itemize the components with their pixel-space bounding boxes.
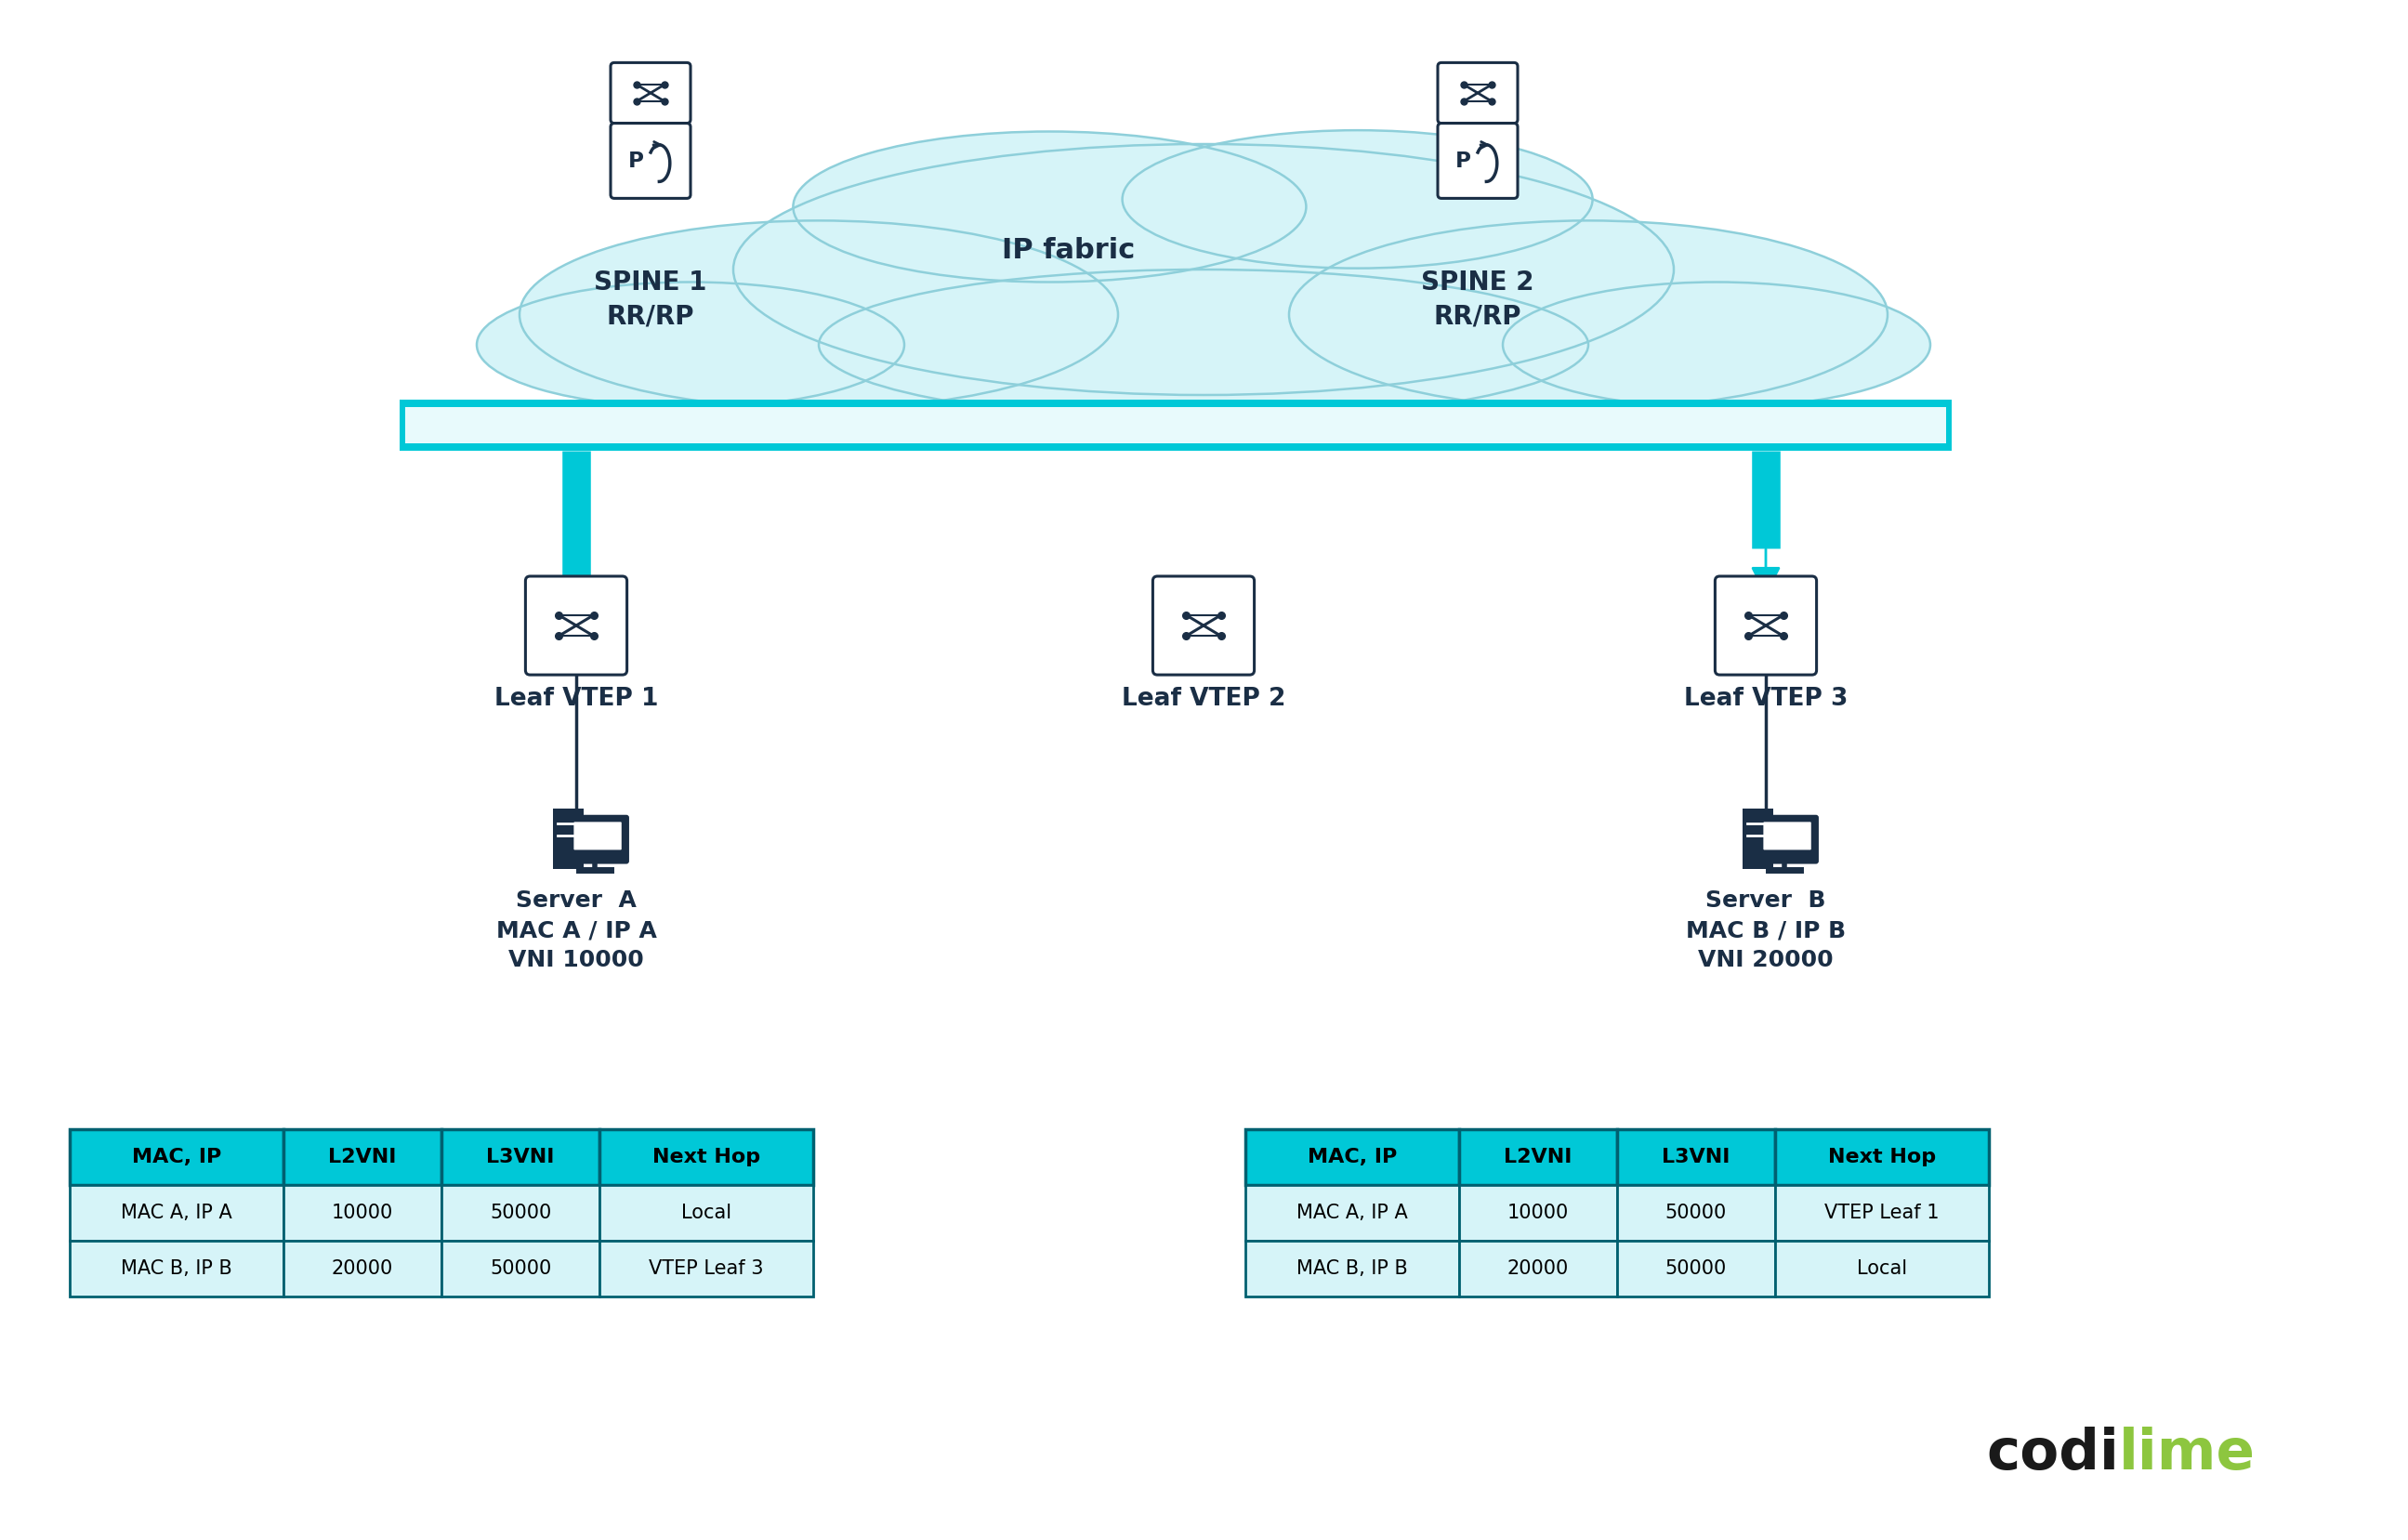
Text: VTEP Leaf 3: VTEP Leaf 3 <box>648 1260 763 1278</box>
FancyBboxPatch shape <box>525 576 626 675</box>
Text: MAC A, IP A: MAC A, IP A <box>120 1204 231 1223</box>
Text: MAC A / IP A: MAC A / IP A <box>496 919 657 941</box>
Text: VTEP Leaf 1: VTEP Leaf 1 <box>1825 1204 1938 1223</box>
Text: Server  A: Server A <box>515 890 636 912</box>
Text: SPINE 1
RR/RP: SPINE 1 RR/RP <box>595 269 708 330</box>
Bar <box>1743 809 1772 869</box>
Text: L2VNI: L2VNI <box>1505 1147 1572 1166</box>
Text: 50000: 50000 <box>1666 1204 1727 1223</box>
Bar <box>1245 1184 1459 1241</box>
Bar <box>405 407 1946 444</box>
Text: P: P <box>1454 149 1471 171</box>
FancyBboxPatch shape <box>1755 815 1818 864</box>
Bar <box>400 400 1950 451</box>
Text: L3VNI: L3VNI <box>486 1147 554 1166</box>
Text: MAC A, IP A: MAC A, IP A <box>1296 1204 1409 1223</box>
Text: Local: Local <box>681 1204 732 1223</box>
Ellipse shape <box>1288 220 1888 408</box>
Text: MAC, IP: MAC, IP <box>132 1147 222 1166</box>
Bar <box>1775 1129 1989 1184</box>
FancyBboxPatch shape <box>573 822 621 850</box>
Text: Leaf VTEP 3: Leaf VTEP 3 <box>1683 687 1847 711</box>
Text: 50000: 50000 <box>1666 1260 1727 1278</box>
Ellipse shape <box>1122 131 1592 268</box>
Bar <box>554 809 583 869</box>
FancyBboxPatch shape <box>1714 576 1816 675</box>
FancyBboxPatch shape <box>612 63 691 123</box>
Text: VNI 20000: VNI 20000 <box>1698 949 1832 972</box>
Bar <box>441 1241 600 1297</box>
Bar <box>1245 1241 1459 1297</box>
FancyBboxPatch shape <box>1438 63 1517 123</box>
Ellipse shape <box>477 282 905 408</box>
Text: P: P <box>628 149 643 171</box>
Text: 20000: 20000 <box>1507 1260 1570 1278</box>
Bar <box>1618 1241 1775 1297</box>
Text: codi: codi <box>1987 1428 2119 1481</box>
Text: Leaf VTEP 1: Leaf VTEP 1 <box>494 687 657 711</box>
FancyBboxPatch shape <box>1153 576 1255 675</box>
Bar <box>600 1184 814 1241</box>
Text: IP fabric: IP fabric <box>1002 237 1134 263</box>
Bar <box>1245 1129 1459 1184</box>
Text: 10000: 10000 <box>1507 1204 1570 1223</box>
Text: lime: lime <box>2119 1428 2256 1481</box>
Bar <box>284 1241 441 1297</box>
FancyBboxPatch shape <box>566 815 628 864</box>
Ellipse shape <box>1503 282 1931 408</box>
Ellipse shape <box>520 220 1117 408</box>
Bar <box>284 1184 441 1241</box>
Bar <box>1775 1184 1989 1241</box>
Text: L2VNI: L2VNI <box>327 1147 397 1166</box>
Text: MAC B, IP B: MAC B, IP B <box>120 1260 231 1278</box>
Bar <box>441 1184 600 1241</box>
Bar <box>284 1129 441 1184</box>
Text: MAC B / IP B: MAC B / IP B <box>1686 919 1847 941</box>
Text: 50000: 50000 <box>489 1204 551 1223</box>
Text: Local: Local <box>1857 1260 1907 1278</box>
Text: 10000: 10000 <box>332 1204 393 1223</box>
Bar <box>70 1184 284 1241</box>
Text: 20000: 20000 <box>332 1260 393 1278</box>
Text: Server  B: Server B <box>1705 890 1825 912</box>
Ellipse shape <box>734 145 1674 394</box>
Bar <box>1618 1184 1775 1241</box>
Text: Next Hop: Next Hop <box>1828 1147 1936 1166</box>
FancyBboxPatch shape <box>612 123 691 199</box>
Text: MAC, IP: MAC, IP <box>1308 1147 1397 1166</box>
Bar <box>70 1241 284 1297</box>
Ellipse shape <box>819 269 1589 420</box>
FancyBboxPatch shape <box>1438 123 1517 199</box>
Bar <box>1459 1129 1618 1184</box>
FancyBboxPatch shape <box>1763 822 1811 850</box>
Bar <box>600 1129 814 1184</box>
Bar <box>1618 1129 1775 1184</box>
Ellipse shape <box>792 131 1305 282</box>
Bar <box>1775 1241 1989 1297</box>
Bar <box>70 1129 284 1184</box>
Text: Next Hop: Next Hop <box>653 1147 761 1166</box>
Text: VNI 10000: VNI 10000 <box>508 949 643 972</box>
Text: MAC B, IP B: MAC B, IP B <box>1296 1260 1409 1278</box>
Bar <box>1459 1241 1618 1297</box>
Text: L3VNI: L3VNI <box>1662 1147 1731 1166</box>
Bar <box>441 1129 600 1184</box>
Text: SPINE 2
RR/RP: SPINE 2 RR/RP <box>1421 269 1534 330</box>
Text: Leaf VTEP 2: Leaf VTEP 2 <box>1122 687 1286 711</box>
Bar <box>600 1241 814 1297</box>
Bar <box>1459 1184 1618 1241</box>
Text: 50000: 50000 <box>489 1260 551 1278</box>
